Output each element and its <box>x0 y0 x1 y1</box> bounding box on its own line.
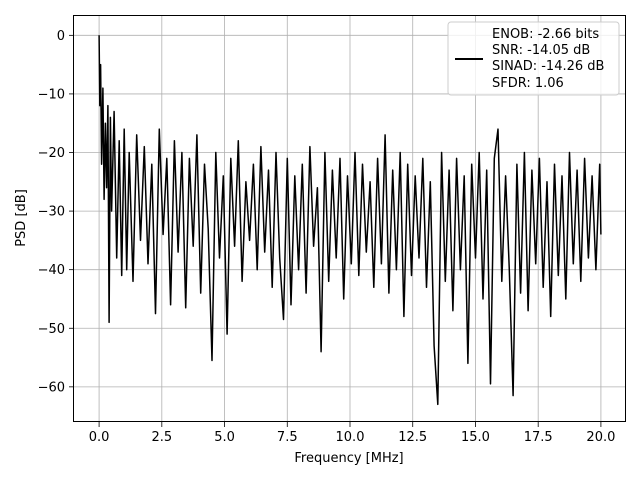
y-tick-label: 0 <box>57 29 65 44</box>
legend-box <box>447 21 620 96</box>
legend: ENOB: -2.66 bits SNR: -14.05 dB SINAD: -… <box>447 21 620 96</box>
legend-sfdr: SFDR: 1.06 <box>492 76 564 91</box>
x-tick-label: 2.5 <box>151 430 172 445</box>
y-tick-label: −30 <box>38 205 65 220</box>
x-ticks: 0.0 2.5 5.0 7.5 10.0 12.5 15.0 17.5 20.0 <box>89 422 615 445</box>
x-tick-label: 5.0 <box>214 430 235 445</box>
legend-sinad: SINAD: -14.26 dB <box>492 59 604 74</box>
x-tick-label: 17.5 <box>524 430 553 445</box>
x-tick-label: 12.5 <box>398 430 427 445</box>
y-ticks: 0 −10 −20 −30 −40 −50 −60 <box>38 29 74 395</box>
plot-series <box>98 35 602 406</box>
x-tick-label: 15.0 <box>461 430 490 445</box>
x-tick-label: 7.5 <box>277 430 298 445</box>
psd-series-line <box>98 35 602 406</box>
x-tick-label: 0.0 <box>89 430 110 445</box>
y-axis-label: PSD [dB] <box>14 189 29 247</box>
x-axis-label: Frequency [MHz] <box>294 451 403 466</box>
legend-enob: ENOB: -2.66 bits <box>492 27 599 42</box>
x-tick-label: 20.0 <box>586 430 615 445</box>
y-tick-label: −50 <box>38 322 65 337</box>
y-tick-label: −10 <box>38 87 65 102</box>
y-tick-label: −20 <box>38 146 65 161</box>
y-tick-label: −60 <box>38 380 65 395</box>
x-tick-label: 10.0 <box>336 430 365 445</box>
y-tick-label: −40 <box>38 263 65 278</box>
legend-snr: SNR: -14.05 dB <box>492 43 590 58</box>
plot-frame <box>73 15 626 422</box>
